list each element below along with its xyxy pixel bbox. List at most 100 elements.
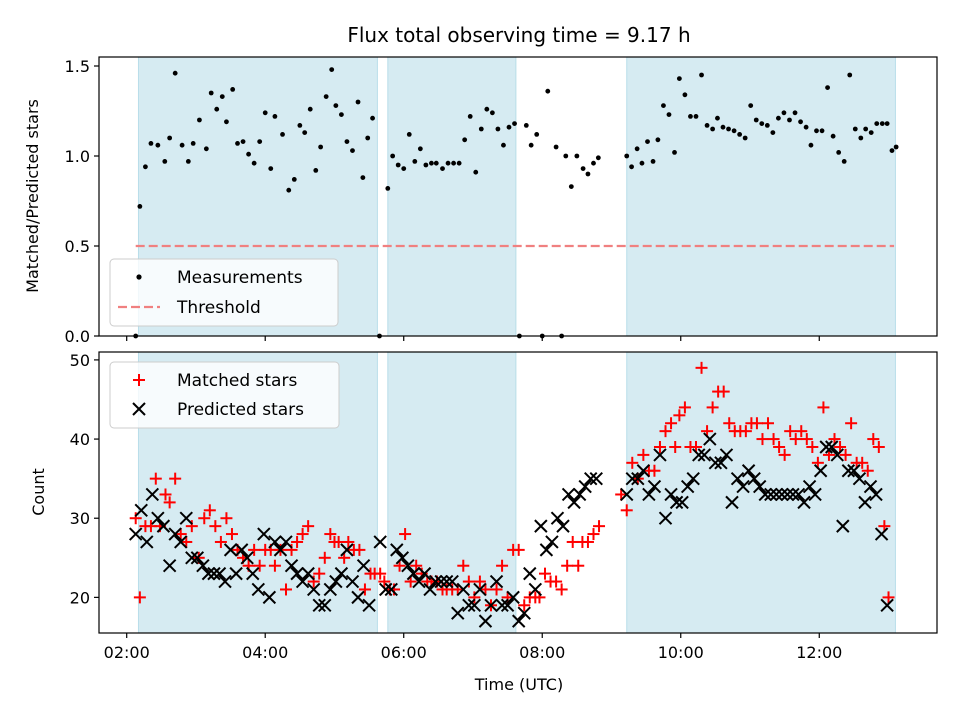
measurement-point-102 [720,124,726,130]
matched-point-96 [659,425,672,438]
measurement-point-100 [710,126,716,132]
measurement-point-111 [770,130,776,136]
measurement-point-32 [313,168,319,173]
predicted-point-95 [686,471,700,486]
matched-point-118 [778,448,791,461]
measurement-point-66 [501,142,506,148]
measurement-point-83 [595,155,601,161]
measurement-point-107 [748,103,754,108]
measurement-point-26 [280,132,285,137]
top-shaded-intervals [137,56,896,337]
measurement-point-74 [545,88,551,94]
matched-point-72 [512,543,525,556]
measurement-point-115 [792,110,798,116]
predicted-point-61 [473,582,487,597]
measurement-point-42 [365,135,371,141]
measurement-point-96 [688,114,693,119]
matched-point-35 [318,551,331,564]
measurement-point-134 [893,144,899,150]
matched-point-66 [479,583,492,596]
measurement-point-94 [676,76,682,81]
predicted-point-35 [323,582,338,597]
measurement-point-59 [462,137,468,143]
measurement-point-25 [272,114,278,119]
predicted-point-83 [620,487,634,502]
predicted-point-87 [642,487,656,502]
predicted-point-57 [451,606,465,620]
measurement-point-48 [401,166,407,172]
legend-measurements-marker [136,274,142,280]
predicted-point-94 [680,479,695,494]
predicted-point-43 [373,535,387,549]
predicted-point-123 [841,464,856,478]
measurement-point-80 [580,166,586,172]
measurement-point-127 [858,135,864,141]
measurement-point-20 [246,151,251,157]
measurement-point-10 [190,141,196,146]
matched-point-90 [626,456,639,469]
predicted-point-0 [128,527,143,541]
matched-point-62 [457,559,470,572]
predicted-point-5 [156,519,171,533]
measurement-point-55 [440,166,445,172]
predicted-point-26 [273,543,288,557]
measurement-point-71 [528,142,534,148]
measurement-point-21 [251,160,257,166]
measurement-point-131 [879,121,885,126]
predicted-point-115 [797,495,811,510]
matched-point-121 [795,425,808,438]
measurement-point-62 [478,126,484,132]
predicted-point-59 [462,598,476,613]
matched-point-95 [653,440,666,453]
predicted-point-81 [584,471,598,486]
predicted-point-103 [730,471,745,486]
matched-point-28 [279,583,292,596]
predicted-point-66 [500,598,515,613]
measurement-point-79 [574,153,580,159]
predicted-point-19 [234,543,249,557]
predicted-point-51 [417,566,432,581]
measurement-point-81 [585,171,591,177]
measurement-point-128 [863,126,869,132]
predicted-point-23 [257,527,271,541]
predicted-point-73 [539,543,554,557]
predicted-point-17 [223,543,238,557]
predicted-point-82 [589,471,603,486]
measurement-point-29 [297,123,303,128]
measurement-point-40 [355,99,361,105]
measurement-point-101 [715,115,720,121]
bottom-ytick-label-3: 50 [70,351,90,370]
predicted-point-4 [151,511,165,525]
predicted-point-3 [145,487,160,502]
predicted-point-52 [423,582,437,597]
measurement-point-43 [370,115,375,121]
measurement-point-63 [484,106,490,112]
matched-point-114 [756,433,769,446]
predicted-point-80 [578,479,592,494]
matched-point-89 [620,504,633,517]
predicted-point-84 [625,471,639,486]
measurement-point-123 [836,150,842,155]
measurement-point-50 [412,159,418,164]
predicted-point-53 [428,574,443,589]
matched-point-122 [800,433,813,446]
predicted-point-68 [511,614,526,628]
predicted-point-64 [489,574,504,589]
matched-point-65 [473,575,486,588]
matched-point-113 [750,417,763,430]
measurement-point-30 [302,130,308,136]
measurement-point-61 [473,169,479,175]
predicted-point-85 [631,471,645,486]
matched-point-130 [845,417,858,430]
bottom-xtick-label-2: 06:00 [381,643,427,662]
predicted-point-79 [572,487,587,502]
measurement-point-34 [323,94,329,99]
matched-point-73 [518,599,531,612]
top-band-2 [626,56,896,337]
measurement-point-17 [230,87,236,92]
matched-point-123 [806,440,819,453]
predicted-point-27 [279,535,293,549]
measurement-point-27 [286,187,292,193]
measurement-point-15 [219,94,225,99]
x-axis-label: Time (UTC) [474,675,563,694]
